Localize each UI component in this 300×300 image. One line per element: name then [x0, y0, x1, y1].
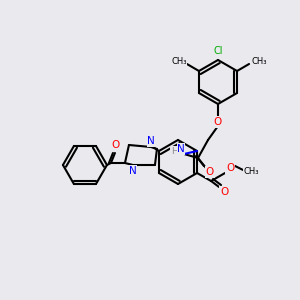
Text: CH₃: CH₃ — [251, 56, 267, 65]
Text: O: O — [214, 117, 222, 127]
Text: O: O — [220, 187, 228, 197]
Text: O: O — [112, 140, 120, 150]
Text: O: O — [226, 163, 234, 173]
Text: N: N — [177, 144, 185, 154]
Text: N: N — [147, 136, 155, 146]
Text: Cl: Cl — [213, 46, 223, 56]
Text: H: H — [171, 146, 177, 155]
Text: Cl: Cl — [213, 47, 223, 57]
Text: CH₃: CH₃ — [171, 56, 187, 65]
Text: O: O — [206, 167, 214, 177]
Text: CH₃: CH₃ — [243, 167, 259, 176]
Text: N: N — [129, 166, 137, 176]
